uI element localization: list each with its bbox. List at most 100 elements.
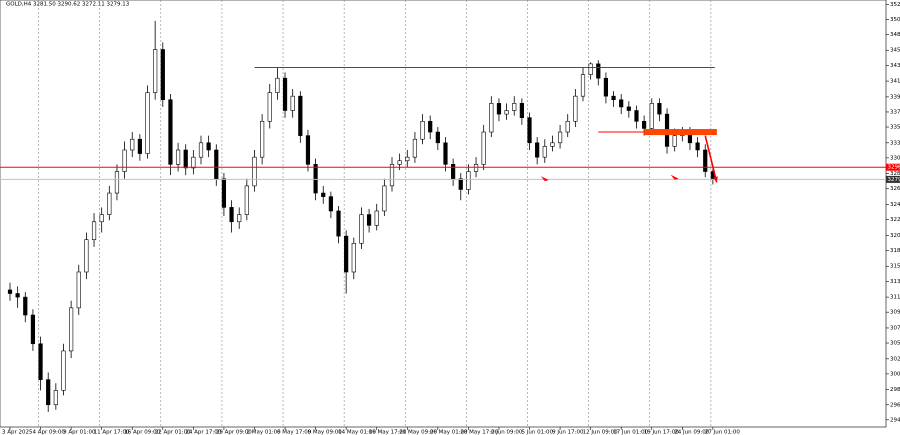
y-tick-label: 2965: [890, 402, 900, 408]
candle-body: [603, 77, 609, 97]
x-tick-label: 4 Apr 09:00: [33, 430, 66, 435]
candle-body: [428, 120, 433, 133]
candle-body: [580, 74, 586, 97]
candle-body: [672, 135, 677, 147]
candle-body: [221, 178, 227, 208]
x-tick-label: 24 Jun 09:00: [674, 430, 709, 435]
candle-body: [91, 221, 97, 240]
y-tick-label: 3051: [890, 341, 900, 347]
candle-body: [366, 214, 372, 226]
candle-body: [550, 142, 555, 147]
candle-body: [7, 289, 13, 294]
x-tick-label: 14 May 01:00: [338, 430, 376, 435]
candle-body: [405, 156, 410, 162]
trend-arrow: [704, 135, 718, 183]
candle-body: [76, 271, 81, 309]
x-tick-label: 5 Jun 01:00: [522, 430, 554, 435]
candle-body: [535, 142, 540, 158]
x-tick-label: 29 Apr 09:00: [216, 430, 252, 435]
candle-body: [305, 135, 311, 165]
x-tick-label: 9 Jun 17:00: [552, 430, 584, 435]
y-tick-label: 3072: [890, 325, 900, 331]
candle-body: [481, 131, 486, 165]
y-tick-label: 3416: [890, 79, 900, 85]
y-tick-label: 3502: [890, 17, 900, 23]
candle-body: [183, 149, 188, 169]
candle-body: [351, 242, 356, 273]
candle-body: [229, 207, 234, 223]
candle-body: [412, 138, 418, 158]
candle-body: [84, 239, 89, 273]
y-tick-label: 3029: [890, 356, 900, 362]
candle-body: [99, 214, 104, 223]
candle-body: [397, 160, 402, 165]
candle-body: [267, 92, 272, 122]
candle-body: [69, 307, 74, 352]
x-tick-label: 16 May 17:00: [369, 430, 407, 435]
y-tick-label: 3459: [890, 48, 900, 54]
candle-body: [15, 293, 20, 298]
y-tick-label: 3394: [890, 94, 900, 100]
candle-body: [420, 120, 425, 140]
candle-body: [443, 142, 448, 165]
candle-body: [344, 235, 349, 273]
candle-body: [519, 103, 524, 118]
y-tick-label: 2944: [890, 417, 900, 423]
plot-frame: [0, 0, 887, 428]
y-tick-label: 3180: [890, 248, 900, 254]
candle-body: [634, 110, 639, 122]
candle-body: [588, 63, 593, 75]
candle-body: [435, 131, 440, 144]
x-tick-label: 6 May 17:00: [277, 430, 312, 435]
candle-body: [512, 103, 517, 111]
candle-body: [626, 106, 631, 111]
y-tick-label: 3481: [890, 32, 900, 38]
candle-body: [313, 164, 318, 194]
candle-body: [527, 117, 532, 144]
candle-body: [451, 164, 456, 179]
resistance-zone: [644, 129, 717, 136]
x-tick-label: 24 Apr 17:00: [185, 430, 221, 435]
x-tick-label: 9 Apr 01:00: [63, 430, 96, 435]
candle-body: [565, 120, 570, 133]
candle-body: [359, 214, 364, 244]
x-tick-label: 26 May 01:00: [430, 430, 468, 435]
y-tick-label: 3244: [890, 202, 900, 208]
candle-body: [542, 146, 547, 158]
candle-body: [175, 149, 181, 165]
candle-body: [328, 196, 333, 212]
candle-body: [168, 99, 173, 165]
candle-body: [252, 156, 257, 187]
candle-body: [703, 149, 708, 172]
candle-body: [298, 95, 303, 136]
candle-body: [145, 92, 150, 154]
y-tick-label: 3438: [890, 63, 900, 69]
candle-body: [695, 142, 700, 151]
candle-body: [596, 63, 601, 79]
candle-body: [290, 95, 295, 111]
candle-body: [53, 390, 58, 406]
candle-body: [198, 142, 204, 158]
candle-body: [260, 120, 265, 158]
price-label: 3296: [888, 165, 900, 171]
candle-body: [130, 138, 135, 151]
chart-header: GOLD,H4 3281.50 3290.62 3272.11 3279.13: [6, 2, 130, 8]
candle-body: [657, 103, 662, 115]
candle-body: [244, 185, 249, 215]
y-tick-label: 3094: [890, 310, 900, 316]
price-label-box: [886, 175, 900, 183]
candle-body: [557, 131, 563, 144]
x-tick-label: 11 Apr 17:00: [94, 430, 130, 435]
signal-marker: [670, 174, 679, 180]
candle-body: [30, 314, 36, 345]
candle-body: [473, 164, 479, 172]
candle-body: [275, 77, 280, 93]
candle-body: [114, 171, 120, 194]
y-tick-label: 3115: [890, 295, 900, 301]
x-tick-label: 17 Jun 01:00: [613, 430, 648, 435]
candle-body: [382, 185, 387, 212]
y-tick-label: 3201: [890, 233, 900, 239]
